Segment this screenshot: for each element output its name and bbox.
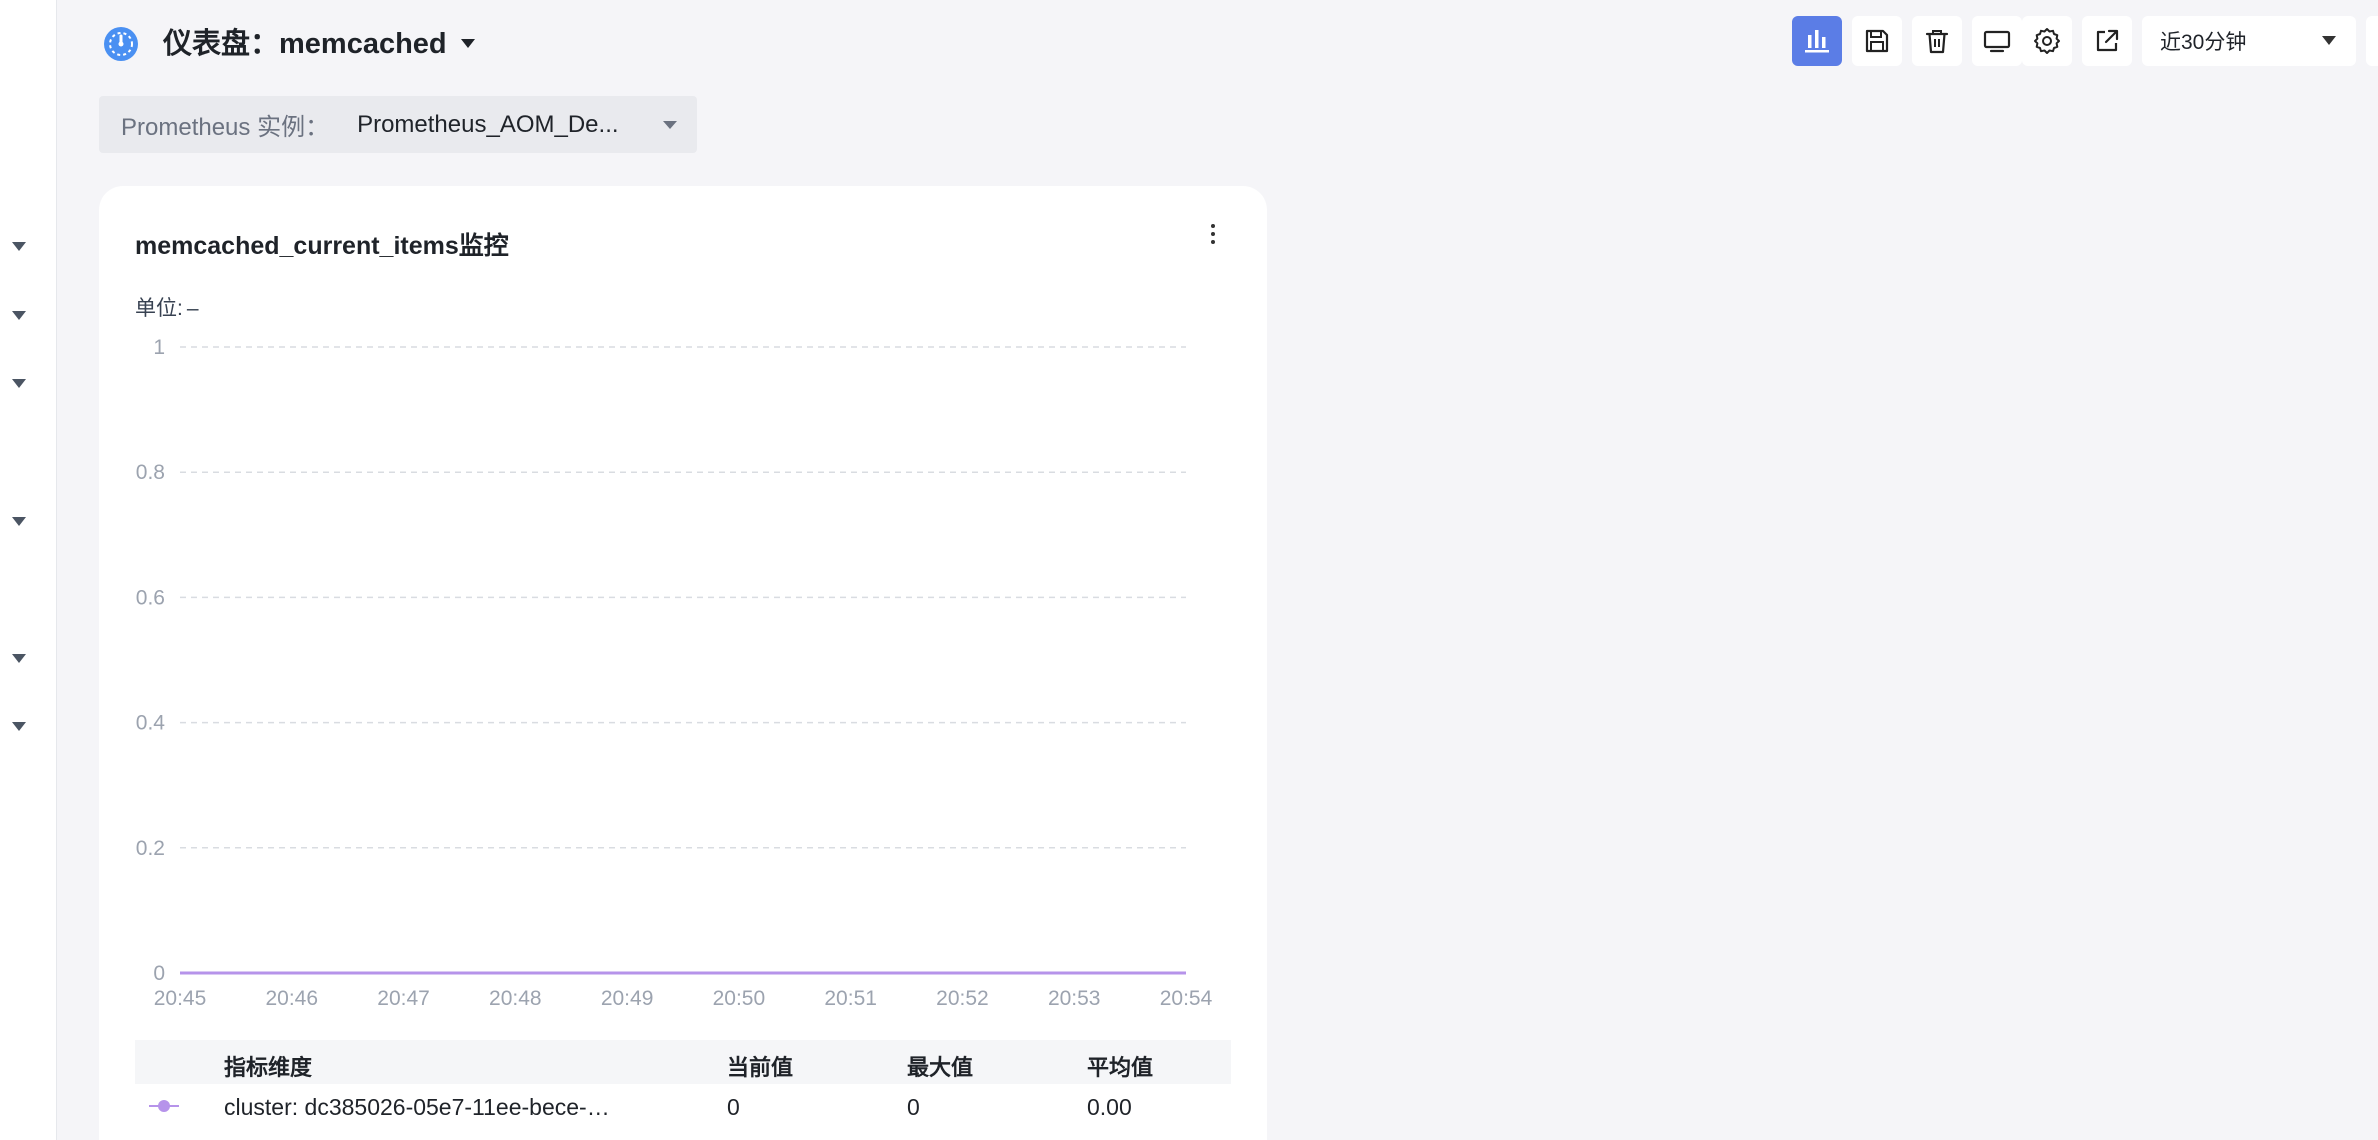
header-current: 当前值 [727, 1055, 794, 1080]
sidebar-expand-caret-icon[interactable] [12, 722, 26, 731]
external-link-icon [2096, 29, 2119, 52]
x-tick-label: 20:53 [1048, 987, 1101, 1010]
delete-button[interactable] [1912, 16, 1962, 66]
page-title: 仪表盘：memcached [163, 28, 447, 60]
sidebar-expand-caret-icon[interactable] [12, 654, 26, 663]
legend-table: 指标维度 当前值 最大值 平均值 cluster: dc385026-05e7-… [135, 1040, 1231, 1128]
row-dimension: cluster: dc385026-05e7-11ee-bece-… [224, 1094, 610, 1120]
monitor-icon [1983, 30, 2011, 53]
unit-value: – [186, 297, 199, 320]
instance-value: Prometheus_AOM_De... [357, 110, 619, 138]
more-options-icon[interactable] [1201, 216, 1225, 252]
time-range-value: 近30分钟 [2160, 31, 2247, 54]
gear-icon [2034, 28, 2060, 54]
sidebar-expand-caret-icon[interactable] [12, 242, 26, 251]
bar-chart-icon [1805, 30, 1829, 53]
y-tick-label: 0.2 [136, 837, 165, 860]
x-tick-label: 20:54 [1160, 987, 1213, 1010]
y-tick-label: 0.4 [136, 712, 166, 735]
left-sidebar [0, 0, 57, 1140]
save-icon [1865, 29, 1889, 53]
chart-view-button[interactable] [1792, 16, 1842, 66]
header-max: 最大值 [907, 1055, 974, 1080]
fullscreen-button[interactable] [1972, 16, 2022, 66]
x-tick-label: 20:46 [265, 987, 318, 1010]
header-dimension: 指标维度 [224, 1055, 313, 1080]
refresh-button[interactable] [2366, 16, 2378, 66]
sidebar-expand-caret-icon[interactable] [12, 311, 26, 320]
x-tick-label: 20:47 [377, 987, 430, 1010]
row-current: 0 [727, 1094, 740, 1120]
row-avg: 0.00 [1087, 1094, 1132, 1120]
x-tick-label: 20:50 [713, 987, 766, 1010]
y-tick-label: 0 [153, 962, 165, 985]
dashboard-gauge-icon [104, 27, 138, 61]
unit-label: 单位: – [135, 292, 199, 322]
x-tick-label: 20:45 [154, 987, 207, 1010]
dashboard-title-dropdown[interactable]: 仪表盘：memcached [163, 20, 475, 62]
time-range-select[interactable]: 近30分钟 [2142, 16, 2356, 66]
sidebar-expand-caret-icon[interactable] [12, 517, 26, 526]
chevron-down-icon [460, 38, 475, 48]
panel-title: memcached_current_items监控 [135, 232, 509, 260]
instance-label: Prometheus 实例： [121, 114, 330, 141]
x-tick-label: 20:49 [601, 987, 654, 1010]
x-tick-label: 20:48 [489, 987, 542, 1010]
x-tick-label: 20:51 [824, 987, 877, 1010]
legend-table-header: 指标维度 当前值 最大值 平均值 [135, 1040, 1231, 1084]
series-marker-icon [149, 1100, 179, 1112]
chevron-down-icon [2322, 36, 2336, 45]
y-tick-label: 0.8 [136, 461, 165, 484]
save-button[interactable] [1852, 16, 1902, 66]
chevron-down-icon [663, 121, 677, 129]
header-avg: 平均值 [1087, 1055, 1154, 1080]
x-tick-label: 20:52 [936, 987, 989, 1010]
row-max: 0 [907, 1094, 920, 1120]
settings-button[interactable] [2022, 16, 2072, 66]
table-row[interactable]: cluster: dc385026-05e7-11ee-bece-… 0 0 0… [135, 1084, 1231, 1128]
y-tick-label: 1 [153, 336, 165, 359]
trash-icon [1925, 30, 1949, 54]
sidebar-expand-caret-icon[interactable] [12, 379, 26, 388]
line-chart: 0 0.2 0.4 0.6 0.8 1 20:45 20:46 20:47 20:48 20:49 2… [136, 336, 1213, 1010]
share-button[interactable] [2082, 16, 2132, 66]
y-tick-label: 0.6 [136, 586, 165, 609]
chart-panel: memcached_current_items监控 单位: – 0 0.2 0.4 0.… [99, 186, 1267, 1140]
unit-label-text: 单位: [135, 297, 183, 320]
prometheus-instance-select[interactable]: Prometheus 实例： Prometheus_AOM_De... [99, 96, 697, 153]
